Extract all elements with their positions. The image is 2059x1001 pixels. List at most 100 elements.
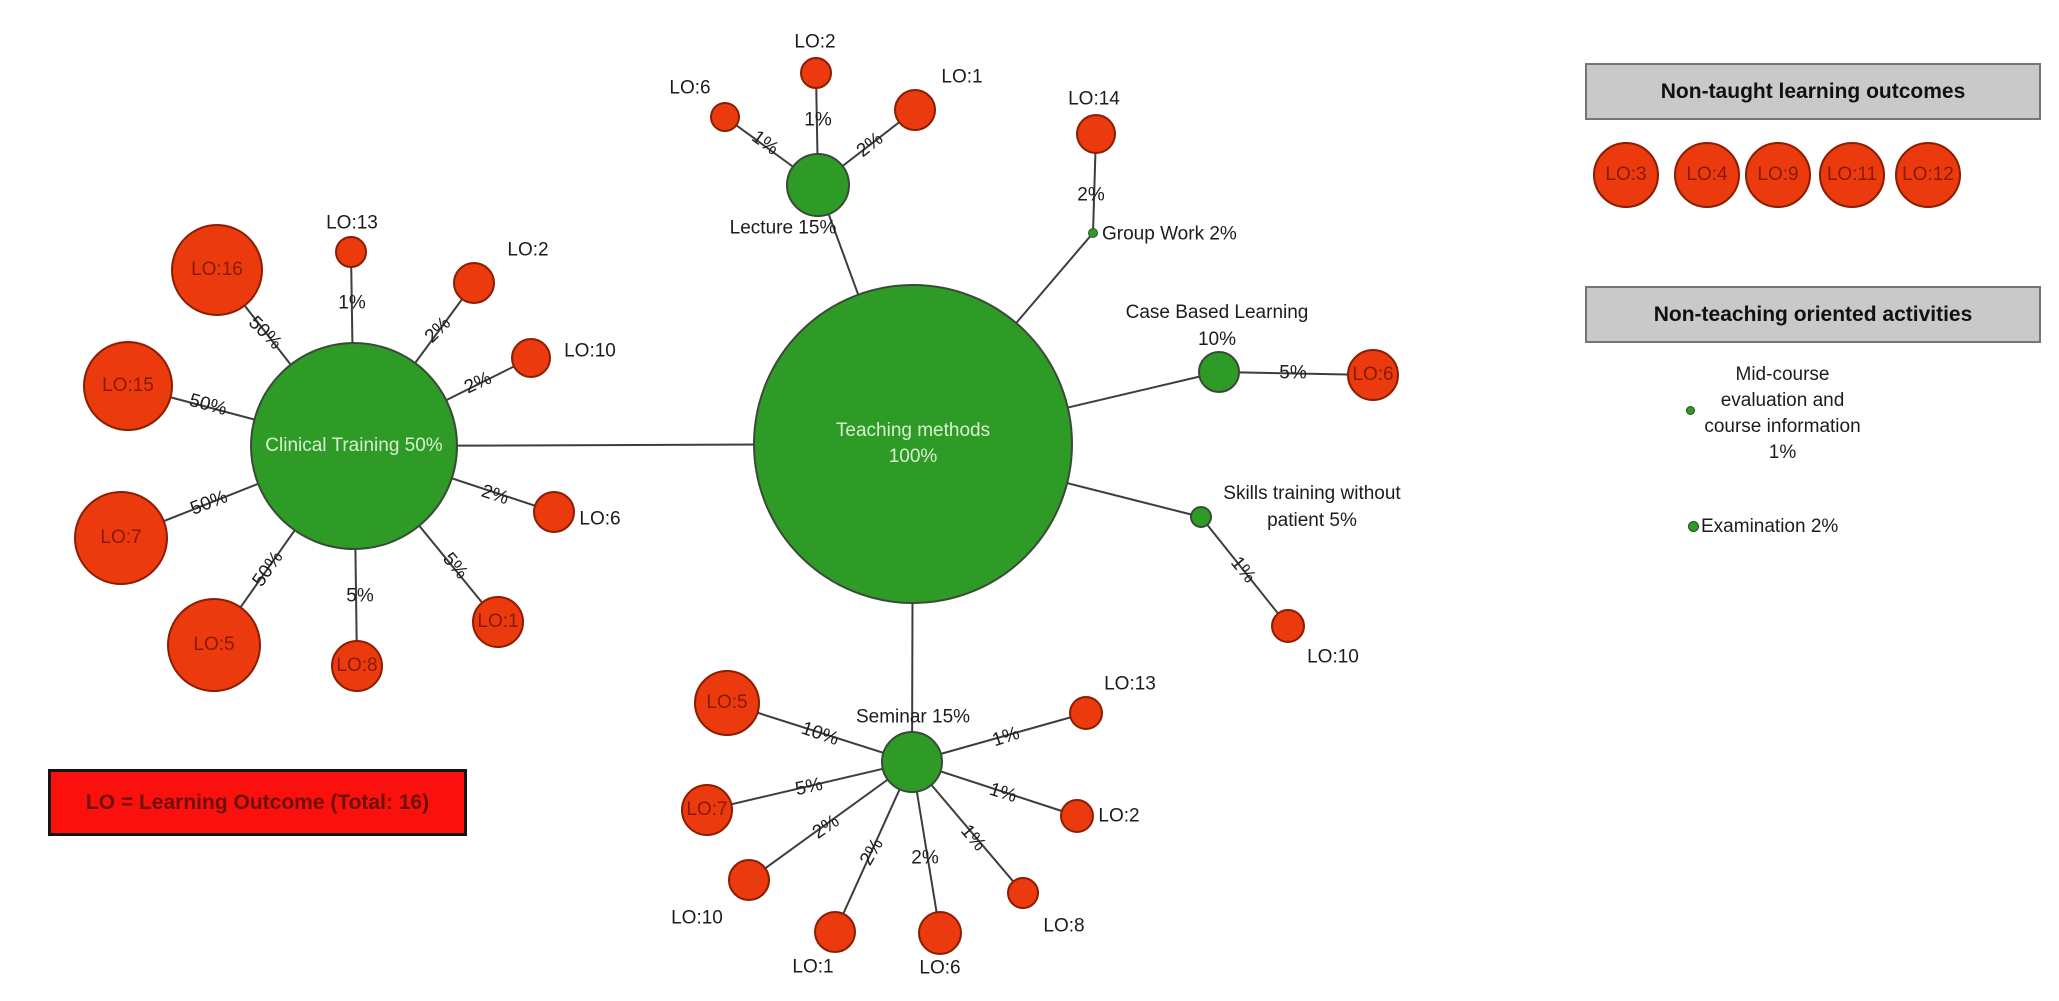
node-skills-training: [1190, 506, 1212, 528]
node-ct-lo15-label: LO:15: [102, 375, 154, 396]
label-sm-lo6-name: LO:6: [919, 957, 961, 979]
label-sm-lo5-pct: 10%: [798, 717, 842, 751]
node-sm-lo1: [814, 911, 856, 953]
node-ct-lo16-label: LO:16: [191, 259, 243, 280]
legend-node-lo3-label: LO:3: [1605, 164, 1647, 185]
node-cb-lo6: LO:6: [1347, 349, 1399, 401]
examination-dot: [1688, 521, 1699, 532]
label-lc-lo1-pct: 2%: [852, 128, 888, 162]
label-sm-lo10-name: LO:10: [671, 907, 723, 929]
label-sm-lo13-pct: 1%: [989, 722, 1023, 752]
label-ct-lo16-pct: 50%: [244, 312, 286, 354]
lo-key-box: LO = Learning Outcome (Total: 16): [48, 769, 467, 836]
edge-lecture-lo1: [817, 109, 916, 186]
label-sm-lo8-name: LO:8: [1043, 915, 1085, 937]
node-ct-lo16: LO:16: [171, 224, 263, 316]
legend-node-lo4-label: LO:4: [1686, 164, 1728, 185]
label-lo14-pct: 2%: [1077, 184, 1105, 206]
node-sm-lo13: [1069, 696, 1103, 730]
edge-clinical-lo10: [353, 357, 532, 447]
label-ct-lo1-pct: 5%: [438, 548, 472, 584]
legend-node-lo12-label: LO:12: [1902, 164, 1954, 185]
edge-lecture-lo6: [724, 116, 819, 186]
node-ct-lo7-label: LO:7: [100, 527, 142, 548]
node-teaching-methods: Teaching methods 100%: [753, 284, 1073, 604]
label-st-lo10-pct: 1%: [1226, 552, 1260, 588]
label-ct-lo6-pct: 2%: [478, 480, 512, 510]
node-sm-lo5-label: LO:5: [706, 692, 748, 713]
edge-clinical-lo6: [353, 445, 555, 513]
legend-node-lo4: LO:4: [1674, 142, 1740, 208]
node-cb-lo6-label: LO:6: [1352, 364, 1394, 385]
label-sm-lo2-name: LO:2: [1098, 805, 1140, 827]
edge-clinical-lo7: [120, 445, 355, 539]
node-seminar: [881, 731, 943, 793]
edge-casebased-lo6: [1218, 371, 1374, 376]
edge-seminar-lo2: [911, 761, 1078, 817]
non-taught-header: Non-taught learning outcomes: [1585, 63, 2041, 120]
edge-teaching-groupwork: [912, 232, 1094, 445]
node-ct-lo5-label: LO:5: [193, 634, 235, 655]
edge-teaching-casebased: [912, 371, 1220, 445]
node-ct-lo13: [335, 236, 367, 268]
label-lc-lo2-pct: 1%: [804, 109, 832, 131]
label-sm-lo2-pct: 1%: [986, 778, 1020, 808]
node-sm-lo7-label: LO:7: [686, 799, 728, 820]
edge-seminar-lo8: [911, 761, 1024, 894]
node-group-work: [1088, 228, 1098, 238]
node-ct-lo2: [453, 262, 495, 304]
node-ct-lo15: LO:15: [83, 341, 173, 431]
label-groupwork-title: Group Work 2%: [1102, 223, 1237, 245]
legend-node-lo12: LO:12: [1895, 142, 1961, 208]
node-lc-lo2: [800, 57, 832, 89]
edge-teaching-clinical: [353, 443, 914, 447]
label-sm-lo6-pct: 2%: [911, 847, 939, 869]
node-sm-lo5: LO:5: [694, 670, 760, 736]
edge-seminar-lo7: [706, 761, 913, 811]
edge-teaching-seminar: [911, 443, 914, 763]
edge-clinical-lo13: [350, 251, 355, 447]
legend-node-lo11: LO:11: [1819, 142, 1885, 208]
node-case-based-learning: [1198, 351, 1240, 393]
node-st-lo10: [1271, 609, 1305, 643]
node-ct-lo1-label: LO:1: [477, 611, 519, 632]
edge-lo14-groupwork: [1092, 133, 1097, 234]
node-sm-lo10: [728, 859, 770, 901]
edge-clinical-lo15: [127, 385, 355, 447]
legend-node-lo3: LO:3: [1593, 142, 1659, 208]
label-cb-lo6-pct: 5%: [1279, 362, 1307, 384]
node-ct-lo1: LO:1: [472, 596, 524, 648]
edge-seminar-lo10: [748, 761, 913, 881]
mid-course-dot: [1686, 406, 1695, 415]
label-lc-lo2-name: LO:2: [794, 31, 836, 53]
edge-teaching-lecture: [817, 184, 914, 445]
label-sm-lo8-pct: 1%: [956, 820, 990, 856]
edge-teaching-skills: [912, 443, 1202, 518]
label-st-lo10-name: LO:10: [1307, 646, 1359, 668]
edge-clinical-lo2: [353, 282, 475, 447]
node-teaching-methods-label: Teaching methods 100%: [835, 420, 991, 467]
edge-clinical-lo8: [353, 445, 358, 667]
label-ct-lo15-pct: 50%: [186, 389, 230, 421]
label-ct-lo10-name: LO:10: [564, 340, 616, 362]
edge-skills-lo10: [1200, 516, 1289, 627]
node-ct-lo5: LO:5: [167, 598, 261, 692]
node-sm-lo7: LO:7: [681, 784, 733, 836]
label-ct-lo13-pct: 1%: [338, 292, 366, 314]
node-clinical-training: Clinical Training 50%: [250, 342, 458, 550]
label-sm-lo7-pct: 5%: [793, 773, 825, 801]
node-lc-lo6: [710, 102, 740, 132]
label-lo14-name: LO:14: [1068, 88, 1120, 110]
label-lc-lo1-name: LO:1: [941, 66, 983, 88]
label-ct-lo10-pct: 2%: [461, 367, 495, 399]
edge-seminar-lo5: [726, 702, 913, 763]
node-sm-lo2: [1060, 799, 1094, 833]
node-lo14: [1076, 114, 1116, 154]
examination-label: Examination 2%: [1701, 516, 1839, 537]
label-ct-lo8-pct: 5%: [346, 585, 374, 607]
label-ct-lo2-pct: 2%: [420, 312, 456, 348]
legend-node-lo9: LO:9: [1745, 142, 1811, 208]
